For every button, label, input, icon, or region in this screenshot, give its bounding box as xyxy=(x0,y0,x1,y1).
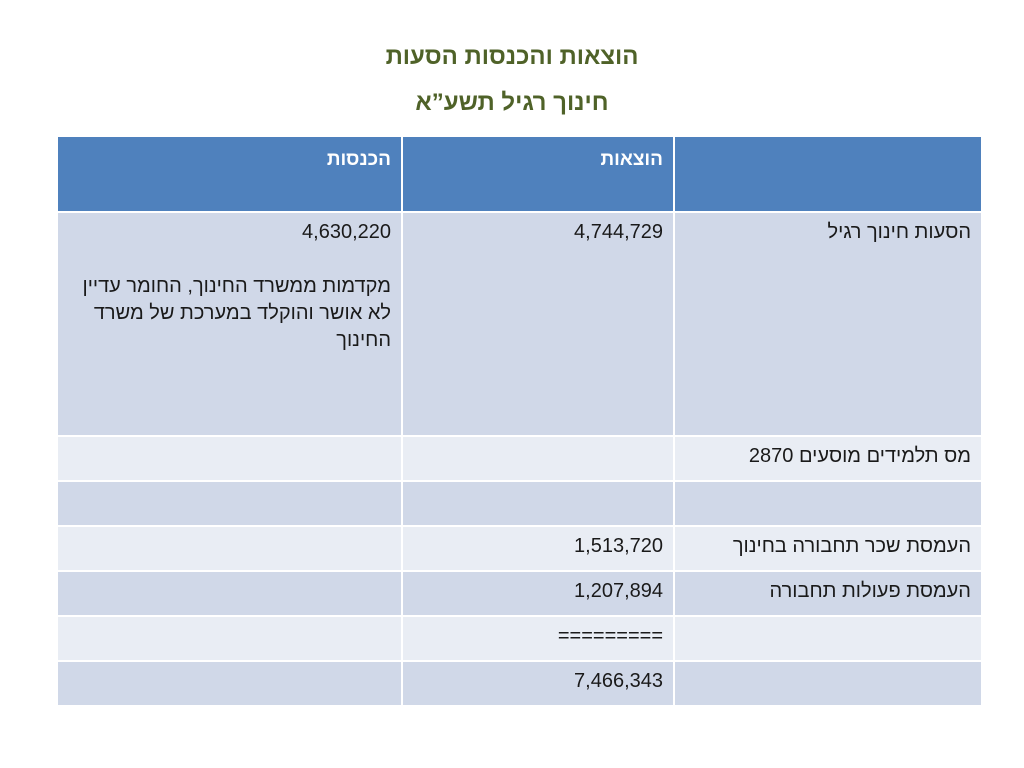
table-row xyxy=(56,480,983,527)
expenses-total: 7,466,343 xyxy=(401,660,675,707)
income-value xyxy=(56,435,403,482)
expenses-value xyxy=(401,435,675,482)
income-note: מקדמות ממשרד החינוך, החומר עדיין לא אושר… xyxy=(82,275,392,351)
income-value xyxy=(56,660,403,707)
table-header-row: הוצאות הכנסות xyxy=(56,135,983,213)
row-label: העמסת שכר תחבורה בחינוך xyxy=(673,525,983,572)
slide-subtitle: חינוך רגיל תשע”א xyxy=(415,89,609,116)
income-value xyxy=(56,480,403,527)
table-row: העמסת שכר תחבורה בחינוך 1,513,720 xyxy=(56,525,983,572)
table-row: 7,466,343 xyxy=(56,660,983,707)
row-label xyxy=(673,660,983,707)
row-label: מס תלמידים מוסעים 2870 xyxy=(673,435,983,482)
row-label: הסעות חינוך רגיל xyxy=(673,211,983,437)
expenses-value xyxy=(401,480,675,527)
table-row: הסעות חינוך רגיל 4,744,729 4,630,220 מקד… xyxy=(56,211,983,437)
income-value xyxy=(56,570,403,617)
expenses-value: 4,744,729 xyxy=(401,211,675,437)
expenses-value: 1,513,720 xyxy=(401,525,675,572)
header-income: הכנסות xyxy=(56,135,403,213)
slide-title: הוצאות והכנסות הסעות xyxy=(385,43,639,70)
table-row: העמסת פעולות תחבורה 1,207,894 xyxy=(56,570,983,617)
header-expenses: הוצאות xyxy=(401,135,675,213)
row-label: העמסת פעולות תחבורה xyxy=(673,570,983,617)
income-value xyxy=(56,615,403,662)
expenses-separator: ========= xyxy=(401,615,675,662)
table-row: ========= xyxy=(56,615,983,662)
row-label xyxy=(673,480,983,527)
expenses-value: 1,207,894 xyxy=(401,570,675,617)
table-row: מס תלמידים מוסעים 2870 xyxy=(56,435,983,482)
header-label xyxy=(673,135,983,213)
transport-budget-table: הוצאות הכנסות הסעות חינוך רגיל 4,744,729… xyxy=(56,135,983,707)
income-value xyxy=(56,525,403,572)
row-label xyxy=(673,615,983,662)
income-cell: 4,630,220 מקדמות ממשרד החינוך, החומר עדי… xyxy=(56,211,403,437)
income-value: 4,630,220 xyxy=(302,221,391,243)
